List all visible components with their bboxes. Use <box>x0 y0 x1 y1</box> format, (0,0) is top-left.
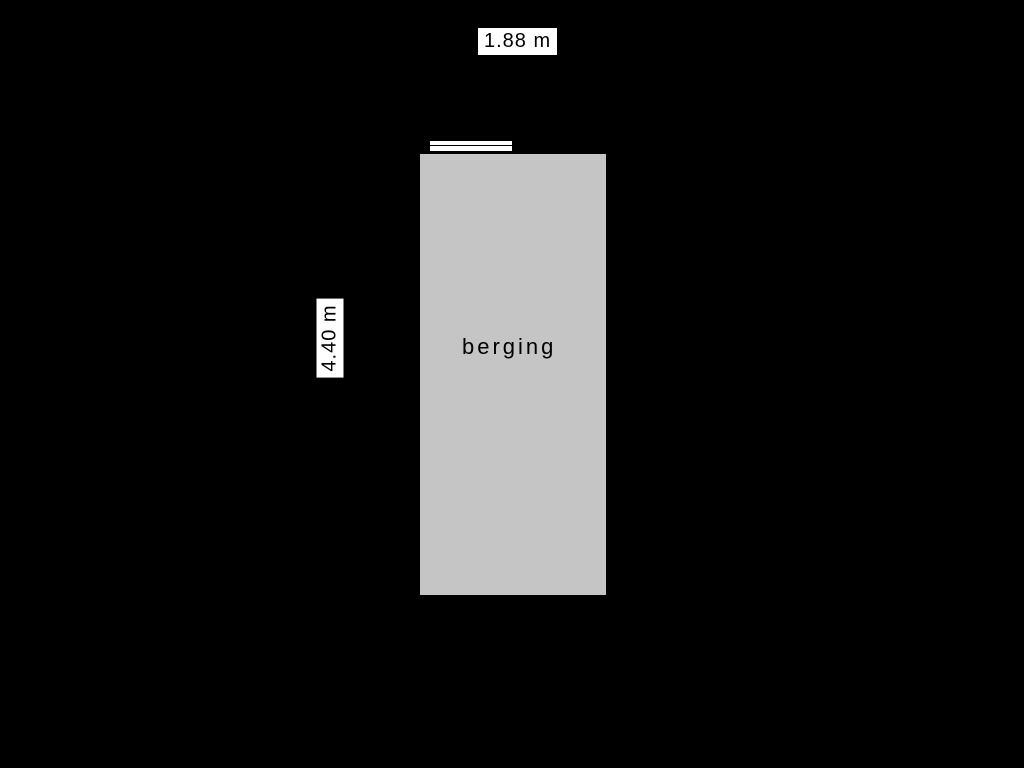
room-label: berging <box>462 334 556 360</box>
door-cap-left <box>428 138 430 154</box>
door-cap-right <box>512 138 514 154</box>
door-line-bot <box>430 151 512 152</box>
room-berging: berging <box>418 152 608 597</box>
door-line-mid <box>430 145 512 146</box>
door-line-top <box>430 140 512 141</box>
dimension-width-label: 1.88 m <box>478 28 557 55</box>
dimension-height-label: 4.40 m <box>317 298 344 377</box>
door-symbol <box>430 140 512 152</box>
